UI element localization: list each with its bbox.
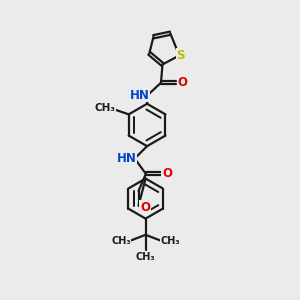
Text: CH₃: CH₃ [160, 236, 180, 246]
Text: O: O [162, 167, 172, 180]
Text: CH₃: CH₃ [111, 236, 131, 246]
Text: O: O [177, 76, 187, 89]
Text: S: S [176, 49, 185, 62]
Text: HN: HN [116, 152, 136, 165]
Text: HN: HN [130, 88, 149, 102]
Text: CH₃: CH₃ [94, 103, 116, 112]
Text: O: O [140, 201, 150, 214]
Text: CH₃: CH₃ [136, 252, 155, 262]
